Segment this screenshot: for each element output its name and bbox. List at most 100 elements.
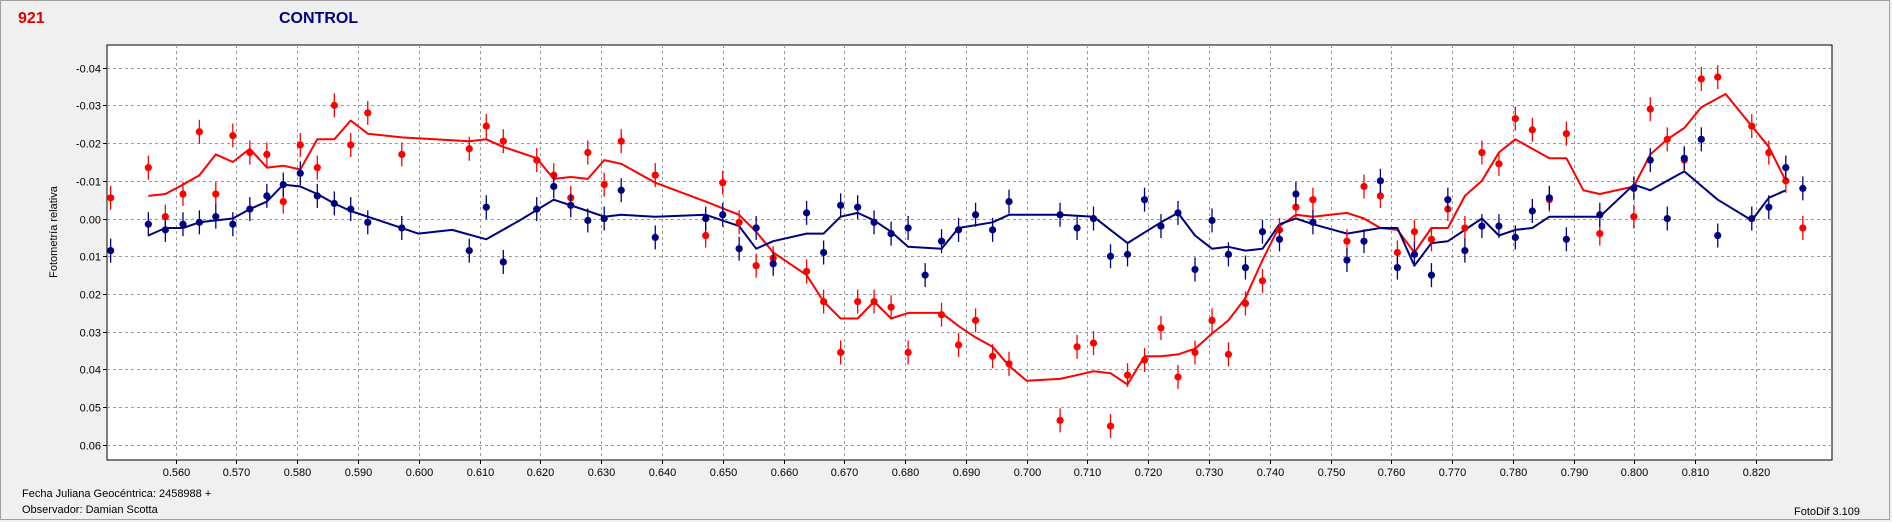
x-tick-label: 0.790	[1561, 467, 1589, 479]
series-1-data-point	[1511, 114, 1519, 123]
series-2-data-point	[735, 245, 743, 253]
series-1-data-point	[1157, 324, 1165, 332]
series-2-data-point	[954, 226, 963, 234]
series-2-data-point	[651, 233, 659, 242]
y-tick-label: 0.05	[80, 403, 101, 415]
series-2-data-point	[1191, 265, 1199, 274]
series-2-data-point	[567, 201, 575, 209]
series-2-data-point	[482, 203, 490, 211]
series-2-data-point	[364, 218, 372, 226]
series-1-data-point	[651, 171, 659, 179]
series-1-data-point	[971, 316, 980, 325]
series-1-data-point	[1528, 126, 1536, 134]
series-2-data-point	[1680, 154, 1688, 162]
series-2-data-point	[212, 213, 220, 221]
series-1-data-point	[719, 179, 727, 187]
series-1-data-point	[1140, 356, 1149, 364]
series-1-data-point	[887, 303, 895, 311]
series-1-data-point	[837, 348, 845, 357]
series-1-data-point	[1343, 237, 1351, 245]
x-tick-label: 0.710	[1074, 467, 1102, 479]
series-1-data-point	[1663, 135, 1671, 143]
series-2-data-point	[988, 226, 997, 234]
date-reference-label: Fecha Juliana Geocéntrica: 2458988 +	[22, 488, 212, 500]
series-2-data-point	[887, 230, 895, 238]
series-2-data-point	[229, 220, 237, 228]
series-2-data-point	[971, 211, 980, 219]
series-2-data-point	[1174, 209, 1182, 217]
series-1-data-point	[1241, 299, 1250, 308]
x-tick-label: 0.750	[1318, 467, 1346, 479]
series-2-data-point	[246, 205, 254, 213]
series-2-data-point	[1545, 194, 1553, 202]
series-2-data-point	[144, 220, 152, 228]
y-tick-label: -0.04	[76, 64, 101, 76]
series-2-data-point	[1123, 250, 1132, 258]
x-tick-label: 0.610	[467, 467, 495, 479]
series-1-data-point	[1765, 148, 1773, 157]
series-1-data-point	[347, 141, 355, 149]
series-2-data-point	[1765, 203, 1773, 211]
series-2-data-point	[752, 224, 760, 232]
x-tick-label: 0.620	[527, 467, 555, 479]
series-2-data-point	[921, 271, 929, 279]
series-1-data-point	[1748, 122, 1756, 130]
series-2-data-point	[1646, 156, 1654, 164]
series-1-data-point	[1208, 316, 1216, 325]
y-tick-label: 0.04	[80, 365, 101, 377]
x-tick-label: 0.690	[953, 467, 981, 479]
series-2-data-point	[1461, 247, 1469, 255]
series-1-data-point	[1427, 235, 1436, 243]
y-tick-label: -0.03	[76, 101, 101, 113]
series-1-data-point	[584, 148, 592, 157]
series-2-data-point	[937, 237, 946, 245]
series-2-data-point	[179, 220, 187, 228]
series-1-data-point	[313, 164, 321, 172]
series-1-data-point	[1123, 371, 1132, 379]
plot-area	[106, 44, 1833, 461]
series-2-data-point	[1241, 263, 1250, 272]
series-2-data-point	[550, 182, 558, 191]
y-tick-label: -0.02	[76, 139, 101, 151]
series-2-data-point	[702, 214, 710, 223]
series-2-data-point	[1258, 228, 1267, 236]
y-axis-title: Fotometría relativa	[48, 185, 60, 278]
series-2-data-point	[820, 248, 828, 257]
chart-heading: CONTROL	[279, 10, 359, 27]
series-2-data-point	[1782, 164, 1790, 172]
series-1-data-point	[144, 164, 152, 172]
series-2-data-point	[1748, 214, 1756, 223]
x-tick-label: 0.560	[163, 467, 191, 479]
series-1-data-point	[364, 109, 372, 117]
series-1-data-point	[870, 297, 878, 306]
x-tick-label: 0.650	[710, 467, 738, 479]
series-1-data-point	[1089, 339, 1098, 347]
series-2-data-point	[1714, 231, 1722, 240]
series-2-data-point	[837, 201, 845, 209]
series-2-data-point	[1089, 214, 1098, 223]
series-2-data-point	[1056, 211, 1064, 219]
x-tick-label: 0.660	[771, 467, 799, 479]
x-tick-label: 0.670	[831, 467, 859, 479]
series-2-data-point	[398, 224, 406, 232]
series-1-data-point	[937, 311, 946, 319]
series-1-data-point	[1782, 177, 1790, 185]
series-1-data-point	[904, 348, 912, 357]
series-1-data-point	[803, 267, 811, 275]
series-1-data-point	[988, 352, 997, 360]
series-1-data-point	[296, 141, 304, 149]
series-2-data-point	[1478, 222, 1486, 230]
series-2-data-point	[1005, 197, 1013, 206]
series-2-data-point	[1596, 211, 1604, 219]
series-2-data-point	[347, 205, 355, 213]
series-1-data-point	[1309, 196, 1317, 204]
series-1-data-point	[229, 131, 237, 140]
series-1-data-point	[702, 231, 710, 240]
x-tick-label: 0.590	[345, 467, 373, 479]
series-1-data-point	[954, 341, 963, 349]
series-2-data-point	[296, 169, 304, 177]
x-tick-label: 0.720	[1135, 467, 1163, 479]
series-1-data-point	[1073, 343, 1081, 351]
series-1-data-point	[1224, 350, 1233, 358]
series-1-data-point	[1174, 373, 1182, 381]
